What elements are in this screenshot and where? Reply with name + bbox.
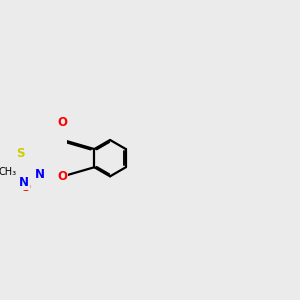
Text: N: N [35,168,45,181]
Text: O: O [20,182,31,194]
Text: CH₃: CH₃ [0,167,17,177]
Text: S: S [16,147,24,160]
Text: O: O [58,116,68,129]
Text: O: O [58,170,68,183]
Text: N: N [19,176,29,189]
Text: N: N [15,147,25,160]
